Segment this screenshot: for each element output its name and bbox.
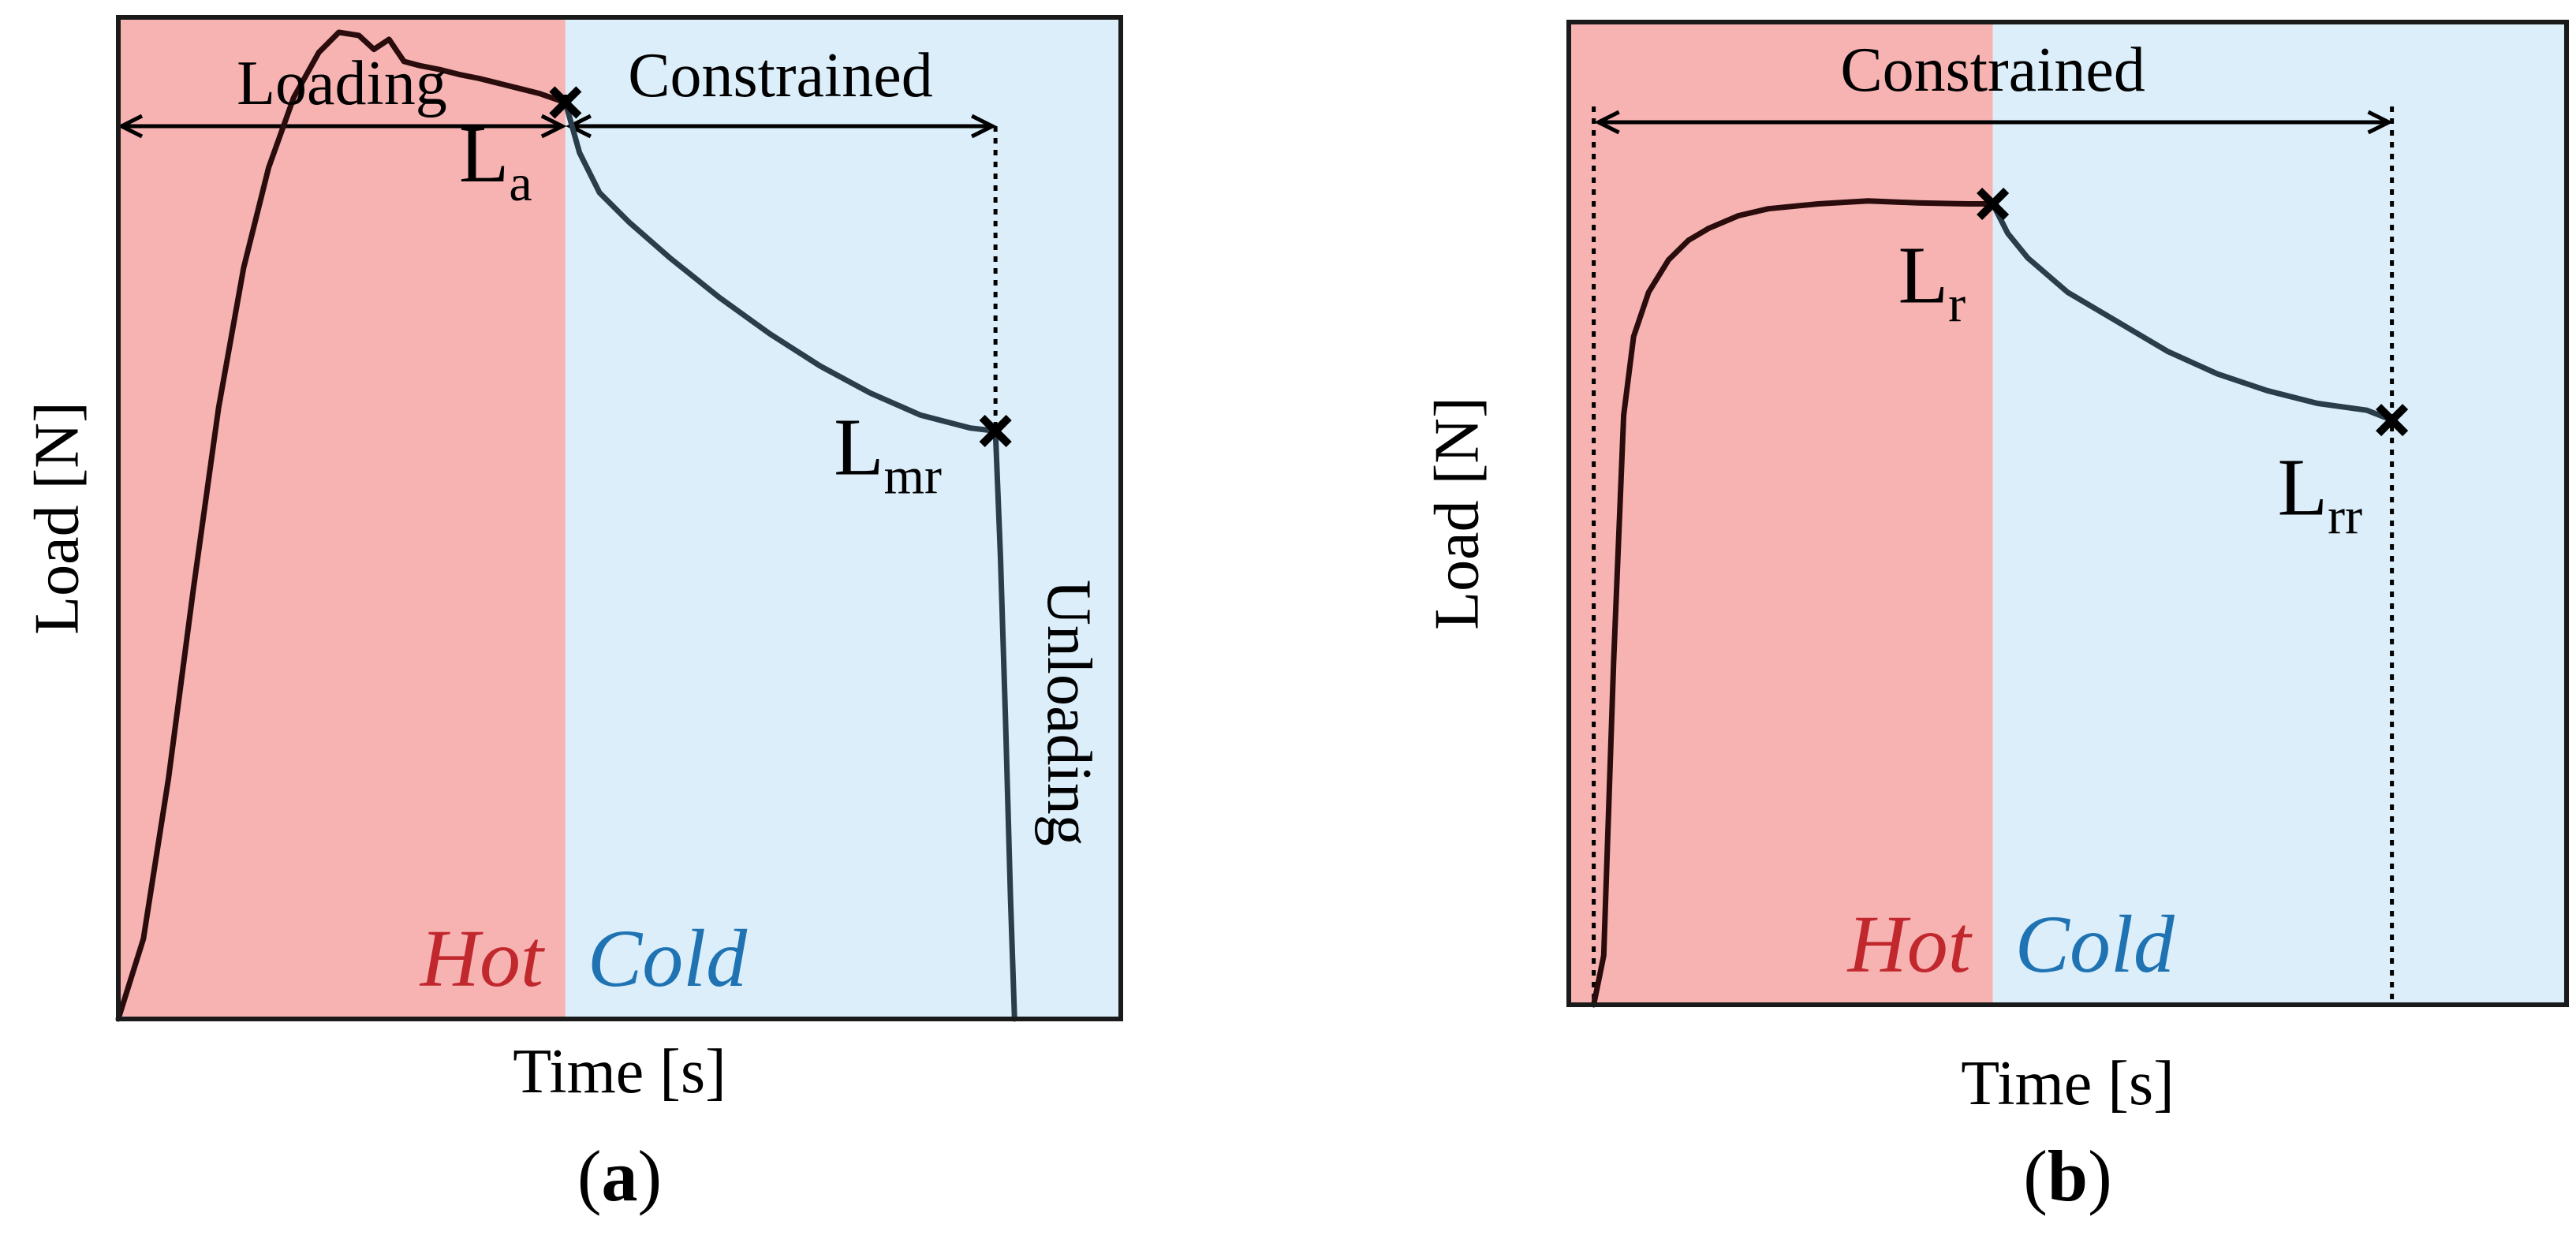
region-markers-b [1592, 106, 2395, 1005]
arrowhead [540, 114, 567, 139]
arrowhead [1594, 110, 1620, 135]
region-label-unloading: Unloading [1034, 580, 1103, 846]
hot-zone-a [118, 17, 566, 1019]
zone-label-cold-a: Cold [588, 913, 748, 1004]
region-label-constrained-b: Constrained [1840, 35, 2145, 105]
region-markers-a [117, 95, 998, 431]
x-marker [2376, 404, 2409, 437]
plot-frame-a [116, 15, 1123, 1021]
x-marker [549, 86, 582, 119]
point-label-la: La [459, 109, 532, 212]
hot-zone-b [1569, 22, 1993, 1005]
load-curve-hot-b [1591, 198, 1996, 1008]
x-marker [1977, 187, 2010, 221]
zone-label-cold-b: Cold [2015, 899, 2175, 990]
y-axis-label-b: Load [N] [1422, 397, 1491, 629]
panel-a: Loading Constrained Unloading Hot Cold L… [22, 15, 1123, 1216]
cold-zone-b [1992, 22, 2567, 1005]
data-markers-a [549, 86, 1012, 448]
caption-b: (b) [2023, 1136, 2111, 1216]
point-label-lrr: Lrr [2278, 442, 2363, 546]
plot-frame-b [1566, 20, 2569, 1007]
data-markers-b [1977, 187, 2409, 437]
region-label-loading: Loading [237, 49, 447, 118]
point-label-lmr: Lmr [834, 402, 942, 506]
cold-zone-a [565, 17, 1121, 1019]
arrowhead [117, 114, 144, 139]
caption-a: (a) [577, 1136, 662, 1216]
zone-label-hot-b: Hot [1846, 899, 1973, 990]
y-axis-label-a: Load [N] [22, 401, 91, 634]
load-curve-cold-a [562, 99, 1017, 1022]
x-marker [979, 414, 1012, 448]
load-curve-hot-a [115, 29, 569, 1022]
arrowhead [971, 114, 997, 139]
x-axis-label-b: Time [s] [1961, 1049, 2174, 1118]
point-label-lr: Lr [1898, 230, 1966, 334]
region-label-constrained-a: Constrained [628, 41, 933, 110]
zone-label-hot-a: Hot [419, 913, 545, 1004]
load-curve-cold-b [1990, 201, 2395, 424]
x-axis-label-a: Time [s] [513, 1037, 726, 1107]
arrowhead [2367, 110, 2394, 135]
panel-b: Constrained Hot Cold Lr Lrr Time [s] Loa… [1422, 20, 2569, 1216]
